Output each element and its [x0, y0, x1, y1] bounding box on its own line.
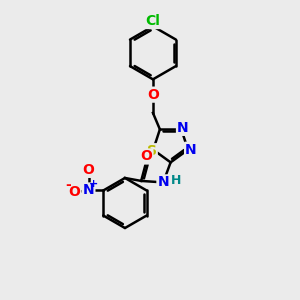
Text: O: O [68, 185, 80, 199]
Text: N: N [158, 176, 169, 189]
Text: H: H [170, 174, 181, 188]
Text: O: O [140, 149, 152, 164]
Text: +: + [89, 179, 98, 189]
Text: Cl: Cl [146, 14, 160, 28]
Text: N: N [83, 184, 94, 197]
Text: O: O [147, 88, 159, 102]
Text: N: N [177, 121, 189, 135]
Text: -: - [65, 178, 71, 193]
Text: S: S [147, 144, 157, 158]
Text: O: O [82, 163, 94, 177]
Text: N: N [185, 143, 197, 157]
